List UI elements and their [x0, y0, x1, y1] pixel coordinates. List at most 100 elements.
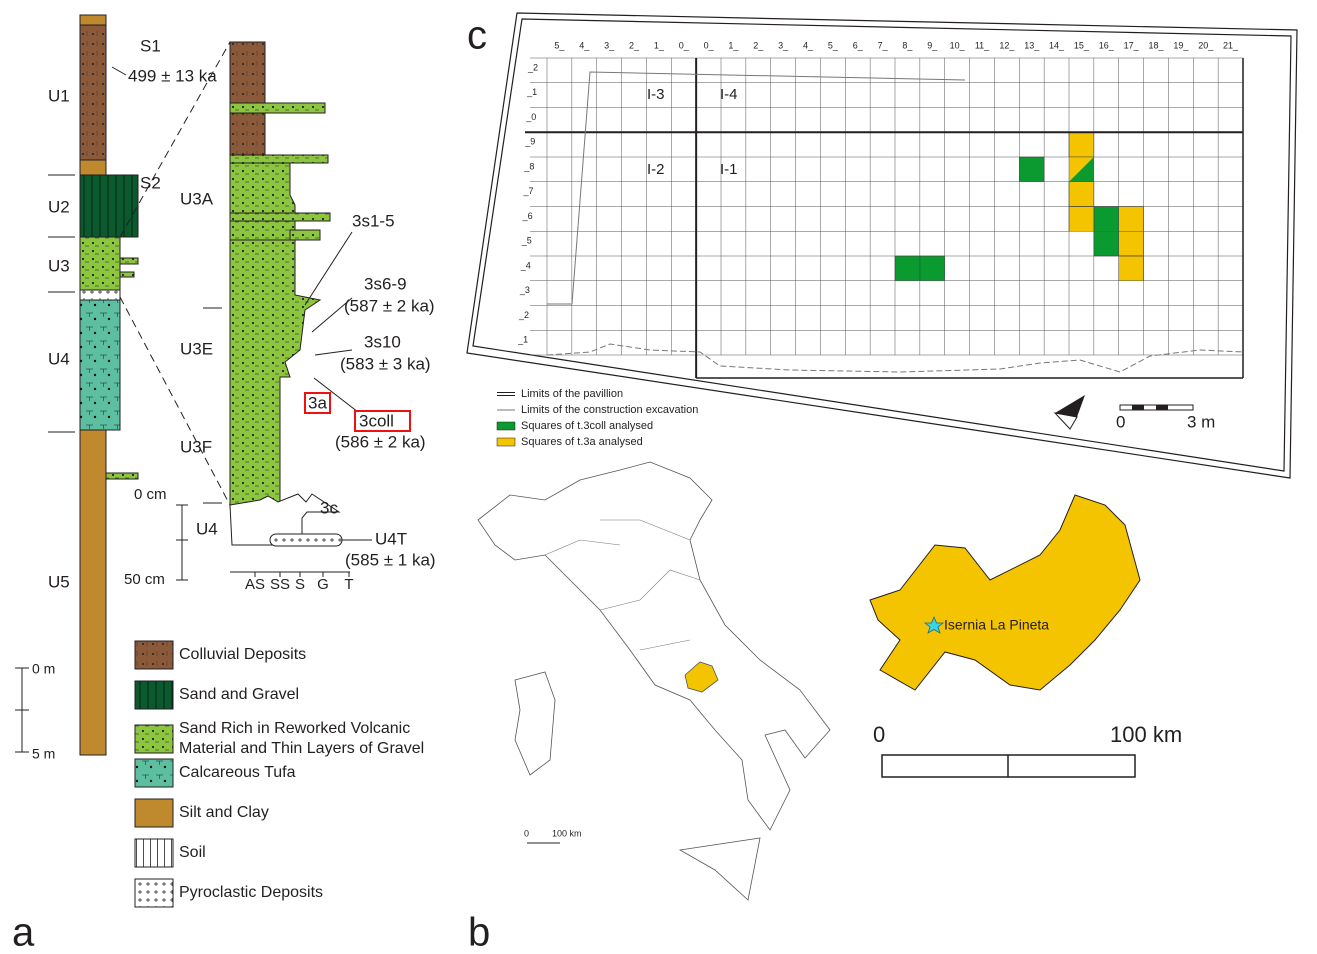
sample-label: 3s10	[364, 332, 401, 351]
column-label: 1_	[728, 40, 739, 50]
square-3coll	[1094, 207, 1119, 232]
layer-u4	[80, 300, 120, 430]
column-label: 13_	[1024, 40, 1040, 50]
column-label: 7_	[878, 40, 889, 50]
column-label: 2_	[753, 40, 764, 50]
row-label: _3	[519, 285, 530, 295]
row-label: _8	[523, 161, 534, 171]
unit-label: U3E	[180, 339, 213, 358]
row-label: _2	[518, 310, 529, 320]
column-label: 11_	[975, 40, 990, 50]
figure: S1 S2 499 ± 13 ka U1 U2 U3 U4 U5 0 m 5 m…	[0, 0, 1317, 954]
sample-label: 3s1-5	[352, 211, 395, 230]
layer	[80, 15, 106, 25]
row-label: _5	[521, 236, 532, 246]
date-label: (587 ± 2 ka)	[344, 296, 435, 315]
square-3coll	[895, 256, 920, 281]
column-label: 19_	[1173, 40, 1189, 50]
sector-label: I-4	[720, 86, 738, 103]
scale-bar	[1156, 405, 1168, 410]
scale-bar	[1132, 405, 1144, 410]
sample-label: 3c	[320, 498, 338, 517]
scale-label: 0	[1116, 412, 1125, 431]
sector-label: I-2	[647, 161, 665, 178]
legend-label: Calcareous Tufa	[179, 764, 296, 781]
square-3a	[1119, 231, 1144, 256]
layer-u1	[80, 25, 106, 160]
site-label: Isernia La Pineta	[944, 617, 1049, 633]
soil-label: S1	[140, 36, 161, 55]
column-label: 3_	[604, 40, 615, 50]
grain-label: G	[317, 576, 329, 593]
date-label: (586 ± 2 ka)	[335, 432, 426, 451]
sardinia	[515, 672, 555, 775]
column-label: 16_	[1099, 40, 1115, 50]
legend-label: Pyroclastic Deposits	[179, 884, 323, 901]
unit-label: U4	[48, 349, 70, 368]
legend-swatch	[497, 438, 515, 446]
panel-label: b	[468, 911, 490, 954]
date-label: (583 ± 3 ka)	[340, 354, 431, 373]
legend-label: Sand and Gravel	[179, 686, 299, 703]
column-label: 5_	[554, 40, 565, 50]
layer-u5	[80, 430, 106, 755]
unit-label: U5	[48, 572, 70, 591]
unit-label: U3	[48, 256, 70, 275]
column-label: 4_	[579, 40, 590, 50]
sector-label: I-1	[720, 161, 738, 178]
layer	[80, 160, 106, 175]
column-label: 17_	[1124, 40, 1140, 50]
legend-swatch	[135, 839, 173, 867]
scale-label: 3 m	[1187, 412, 1215, 431]
column-label: 2_	[629, 40, 640, 50]
layer	[80, 290, 120, 300]
depth-label: 50 cm	[124, 571, 165, 588]
scale-label: 100 km	[1110, 722, 1182, 747]
scale-label: 100 km	[552, 828, 582, 838]
unit-label: U3F	[180, 437, 212, 456]
panel-c: 5_4_3_2_1_0_0_1_2_3_4_5_6_7_8_9_10_11_12…	[467, 13, 1297, 478]
row-label: _2	[527, 62, 538, 72]
column-label: 15_	[1074, 40, 1090, 50]
column-label: 9_	[927, 40, 938, 50]
soil-label: S2	[140, 173, 161, 192]
square-3a	[1119, 256, 1144, 281]
unit-label: U1	[48, 86, 70, 105]
date-label: 499 ± 13 ka	[128, 66, 217, 85]
scale-label: 0 m	[32, 661, 55, 677]
column-label: 14_	[1049, 40, 1065, 50]
row-label: _7	[523, 186, 534, 196]
scale-label: 0	[524, 828, 529, 838]
panel-b: 0 100 km Isernia La Pineta 0 100 km b	[468, 462, 1182, 954]
sample-label: 3a	[308, 393, 327, 412]
layer-lens	[106, 473, 138, 479]
sector-label: I-3	[647, 86, 665, 103]
grain-label: T	[344, 576, 353, 593]
column-label: 8_	[902, 40, 913, 50]
sicily	[680, 838, 760, 900]
row-label: _9	[524, 137, 535, 147]
square-3a	[1119, 207, 1144, 232]
legend-label: Soil	[179, 844, 206, 861]
legend-label: Silt and Clay	[179, 804, 269, 821]
legend-label: Limits of the pavillion	[521, 388, 623, 400]
legend-swatch	[135, 759, 173, 787]
grain-label: S	[295, 576, 305, 593]
column-label: 0_	[704, 40, 715, 50]
excavation-grid: 5_4_3_2_1_0_0_1_2_3_4_5_6_7_8_9_10_11_12…	[517, 40, 1243, 378]
square-3a	[1069, 132, 1094, 157]
square-3coll	[1094, 231, 1119, 256]
legend-label: Squares of t.3coll analysed	[521, 420, 653, 432]
legend-label: Squares of t.3a analysed	[521, 436, 643, 448]
legend-label: Sand Rich in Reworked Volcanic	[179, 720, 410, 737]
date-label: (585 ± 1 ka)	[345, 550, 436, 569]
layer-u3	[80, 237, 120, 290]
column-label: 1_	[654, 40, 665, 50]
row-label: _0	[525, 112, 536, 122]
unit-label: U2	[48, 197, 70, 216]
column-label: 21_	[1223, 40, 1239, 50]
row-label: _6	[522, 211, 533, 221]
